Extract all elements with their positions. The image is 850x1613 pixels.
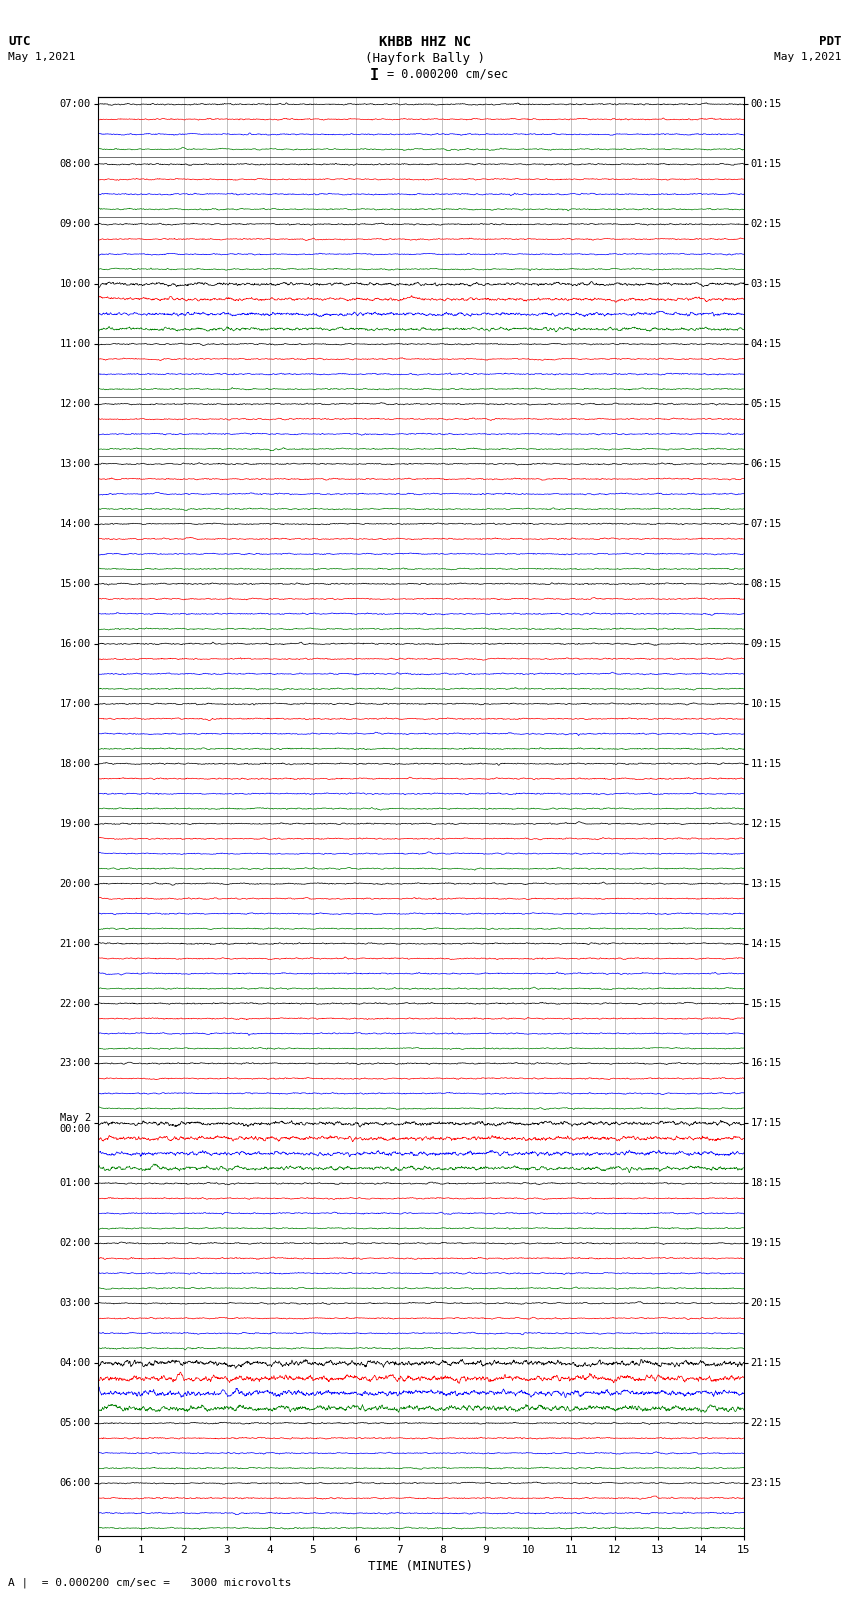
Text: KHBB HHZ NC: KHBB HHZ NC bbox=[379, 35, 471, 50]
Text: PDT: PDT bbox=[819, 35, 842, 48]
Text: I: I bbox=[370, 68, 378, 82]
Text: May 1,2021: May 1,2021 bbox=[774, 52, 842, 61]
Text: May 1,2021: May 1,2021 bbox=[8, 52, 76, 61]
Text: = 0.000200 cm/sec: = 0.000200 cm/sec bbox=[387, 68, 507, 81]
X-axis label: TIME (MINUTES): TIME (MINUTES) bbox=[368, 1560, 473, 1573]
Text: UTC: UTC bbox=[8, 35, 31, 48]
Text: (Hayfork Bally ): (Hayfork Bally ) bbox=[365, 52, 485, 65]
Text: A |  = 0.000200 cm/sec =   3000 microvolts: A | = 0.000200 cm/sec = 3000 microvolts bbox=[8, 1578, 292, 1589]
